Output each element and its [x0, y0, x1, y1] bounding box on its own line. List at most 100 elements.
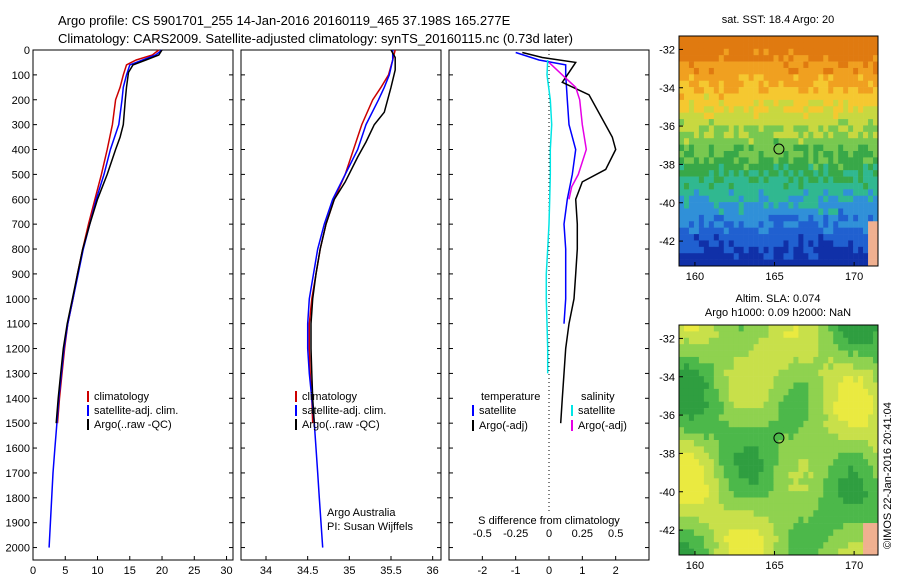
attribution-pi: PI: Susan Wijffels [327, 521, 413, 533]
y-tick-label: 100 [12, 70, 30, 82]
map-y-tick-label: -32 [659, 44, 675, 56]
legend-label: Argo(..raw -QC) [94, 419, 172, 431]
map-y-tick-label: -32 [659, 333, 675, 345]
legend-title-salinity: salinity [581, 391, 615, 403]
map-y-tick-label: -40 [659, 487, 675, 499]
y-tick-label: 1600 [6, 443, 30, 455]
map-x-tick-label: 165 [765, 271, 783, 283]
legend-title-temperature: temperature [481, 391, 540, 403]
y-tick-label: 1400 [6, 393, 30, 405]
series-line-1 [522, 51, 617, 424]
x-tick-label: 10 [91, 565, 103, 577]
attribution-org: Argo Australia [327, 507, 396, 519]
x2-axis-label: S difference from climatology [478, 515, 620, 527]
series-line-2 [545, 59, 553, 374]
x-tick-label: 30 [220, 565, 232, 577]
x2-tick-label: -0.25 [503, 528, 528, 540]
x-tick-label: 0 [546, 565, 552, 577]
y-tick-label: 1900 [6, 518, 30, 530]
legend-label: Argo(-adj) [479, 420, 528, 432]
y-tick-label: 0 [24, 45, 30, 57]
y-tick-label: 800 [12, 244, 30, 256]
y-tick-label: 1300 [6, 368, 30, 380]
y-tick-label: 1000 [6, 294, 30, 306]
map-y-tick-label: -38 [659, 159, 675, 171]
y-tick-label: 600 [12, 194, 30, 206]
x-tick-label: -1 [511, 565, 521, 577]
chart-panel-temperature: 0100200300400500600700800900100011001200… [6, 45, 234, 577]
map-title-sst: sat. SST: 18.4 Argo: 20 [722, 14, 835, 26]
float-location-marker [773, 432, 785, 444]
timestamp: ©IMOS 22-Jan-2016 20:41:04 [882, 402, 894, 549]
x-tick-label: -2 [477, 565, 487, 577]
legend-label: Argo(-adj) [578, 420, 627, 432]
map-y-tick-label: -40 [659, 198, 675, 210]
x2-tick-label: 0.25 [572, 528, 593, 540]
x-tick-label: 35 [343, 565, 355, 577]
series-line-0 [56, 49, 160, 424]
x-tick-label: 20 [156, 565, 168, 577]
x-tick-label: 36 [427, 565, 439, 577]
float-location-marker [773, 143, 785, 155]
y-tick-label: 200 [12, 95, 30, 107]
x-tick-label: 0 [30, 565, 36, 577]
x2-tick-label: 0 [546, 528, 552, 540]
map-y-tick-label: -34 [659, 372, 675, 384]
plot-frame [32, 49, 234, 561]
series-line-3 [548, 61, 588, 200]
map-x-tick-label: 170 [845, 560, 863, 572]
x-tick-label: 34.5 [297, 565, 318, 577]
legend-label: satellite [479, 405, 516, 417]
map-frame [678, 324, 879, 556]
map-title-sla: Altim. SLA: 0.074 [736, 293, 821, 305]
chart-panel-difference: -2-1012T difference from climatology-0.5… [448, 49, 650, 577]
y-tick-label: 1800 [6, 493, 30, 505]
y-tick-label: 1700 [6, 468, 30, 480]
chart-panel-salinity: 3434.53535.536salinityclimatologysatelli… [240, 49, 442, 577]
map-title-sla-depth: Argo h1000: 0.09 h2000: NaN [705, 307, 851, 319]
chart-subtitle: Climatology: CARS2009. Satellite-adjuste… [58, 31, 573, 46]
map-x-tick-label: 165 [765, 560, 783, 572]
legend-label: satellite-adj. clim. [94, 405, 178, 417]
x-tick-label: 25 [188, 565, 200, 577]
map-panel-sst: 160 165 170 -32 -34 -36 -38 -40 -42 [659, 35, 879, 283]
legend-label: Argo(..raw -QC) [302, 419, 380, 431]
y-tick-label: 1100 [6, 319, 30, 331]
plot-frame [240, 49, 442, 561]
series-line-1 [306, 50, 394, 548]
map-y-tick-label: -42 [659, 236, 675, 248]
map-panel-sla: 160 165 170 -32 -34 -36 -38 -40 -42 [659, 324, 879, 572]
legend-label: satellite [578, 405, 615, 417]
map-x-tick-label: 160 [686, 560, 704, 572]
x-tick-label: 2 [613, 565, 619, 577]
map-frame [678, 35, 879, 267]
legend-label: climatology [302, 391, 358, 403]
y-tick-label: 400 [12, 145, 30, 157]
map-y-tick-label: -36 [659, 121, 675, 133]
map-y-tick-label: -34 [659, 83, 675, 95]
series-line-2 [310, 49, 396, 424]
series-line-0 [515, 51, 577, 324]
series-line-0 [308, 49, 396, 424]
y-tick-label: 700 [12, 219, 30, 231]
x-tick-label: 15 [124, 565, 136, 577]
legend-label: climatology [94, 391, 150, 403]
map-y-tick-label: -36 [659, 410, 675, 422]
x-tick-label: 34 [260, 565, 272, 577]
x2-tick-label: 0.5 [608, 528, 623, 540]
series-line-2 [55, 49, 163, 424]
x-tick-label: 35.5 [380, 565, 401, 577]
chart-title: Argo profile: CS 5901701_255 14-Jan-2016… [58, 13, 511, 28]
map-y-tick-label: -42 [659, 525, 675, 537]
map-x-tick-label: 160 [686, 271, 704, 283]
y-tick-label: 300 [12, 120, 30, 132]
y-tick-label: 2000 [6, 543, 30, 555]
y-tick-label: 500 [12, 169, 30, 181]
y-tick-label: 1500 [6, 418, 30, 430]
x2-tick-label: -0.5 [473, 528, 492, 540]
y-tick-label: 1200 [6, 344, 30, 356]
y-tick-label: 900 [12, 269, 30, 281]
map-y-tick-label: -38 [659, 448, 675, 460]
x-tick-label: 5 [62, 565, 68, 577]
